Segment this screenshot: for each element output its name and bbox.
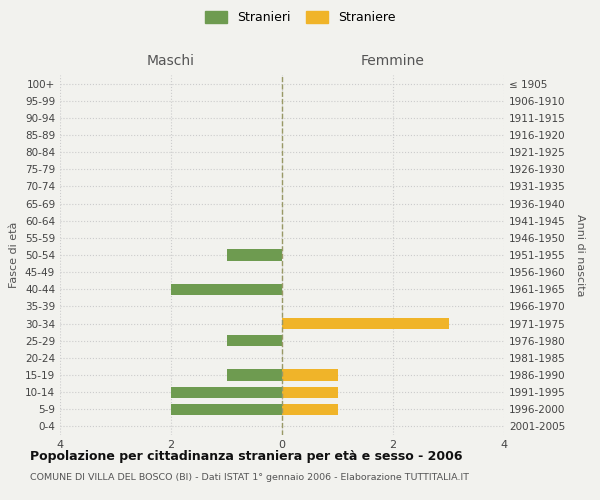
Text: Femmine: Femmine xyxy=(361,54,425,68)
Bar xyxy=(171,284,282,295)
Text: Maschi: Maschi xyxy=(147,54,195,68)
Legend: Stranieri, Straniere: Stranieri, Straniere xyxy=(205,11,395,24)
Bar xyxy=(282,404,337,415)
Y-axis label: Anni di nascita: Anni di nascita xyxy=(575,214,585,296)
Bar xyxy=(171,404,282,415)
Bar xyxy=(227,335,282,346)
Y-axis label: Fasce di età: Fasce di età xyxy=(10,222,19,288)
Bar xyxy=(282,318,449,329)
Bar xyxy=(227,370,282,380)
Bar xyxy=(171,386,282,398)
Text: COMUNE DI VILLA DEL BOSCO (BI) - Dati ISTAT 1° gennaio 2006 - Elaborazione TUTTI: COMUNE DI VILLA DEL BOSCO (BI) - Dati IS… xyxy=(30,472,469,482)
Bar xyxy=(282,370,337,380)
Bar xyxy=(227,250,282,260)
Text: Popolazione per cittadinanza straniera per età e sesso - 2006: Popolazione per cittadinanza straniera p… xyxy=(30,450,463,463)
Bar xyxy=(282,386,337,398)
